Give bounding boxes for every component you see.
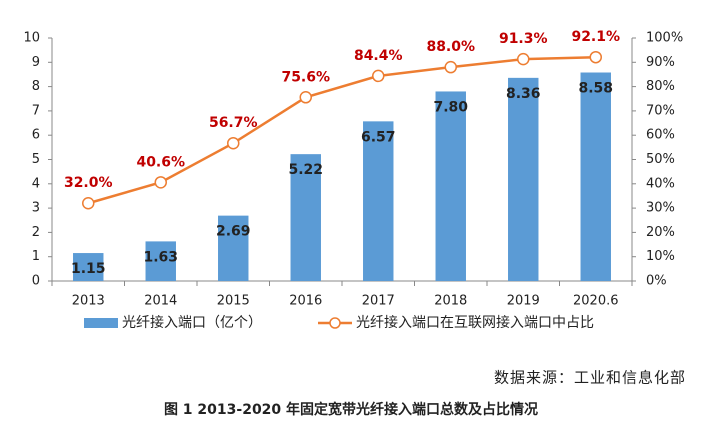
line-value-label: 92.1% [571, 29, 620, 45]
y2-tick-label: 10% [646, 249, 675, 264]
legend-swatch [329, 317, 341, 329]
y2-tick-label: 50% [646, 152, 675, 167]
x-tick-label: 2019 [507, 294, 540, 309]
bar-value-label: 8.58 [578, 81, 613, 97]
y-tick-label: 7 [32, 103, 40, 118]
y-tick-label: 4 [32, 176, 40, 191]
bar [145, 241, 176, 281]
bar [508, 77, 539, 282]
bar-value-label: 8.36 [506, 86, 541, 102]
y-tick-label: 9 [32, 55, 40, 70]
x-tick-label: 2016 [289, 294, 322, 309]
bar [580, 72, 611, 281]
bar-value-label: 7.80 [433, 99, 468, 115]
y2-tick-label: 60% [646, 128, 675, 143]
line-point [444, 60, 457, 74]
x-tick-label: 2013 [72, 294, 105, 309]
line-point [589, 50, 602, 64]
bar [435, 91, 466, 282]
line-value-label: 84.4% [354, 48, 403, 64]
legend-label: 光纤接入端口（亿个） [122, 314, 262, 331]
y2-tick-label: 90% [646, 55, 675, 70]
y2-tick-label: 80% [646, 79, 675, 94]
x-tick-label: 2015 [217, 294, 250, 309]
y-tick-label: 3 [32, 201, 40, 216]
y-tick-label: 5 [32, 152, 40, 167]
y2-tick-label: 70% [646, 103, 675, 118]
x-tick-label: 2020.6 [573, 294, 619, 309]
y-tick-label: 6 [32, 128, 40, 143]
bar-value-label: 1.15 [71, 261, 106, 277]
source-note: 数据来源：工业和信息化部 [494, 369, 686, 387]
y2-tick-label: 30% [646, 201, 675, 216]
legend-label: 光纤接入端口在互联网接入端口中占比 [356, 314, 594, 331]
bar [218, 215, 249, 281]
y2-tick-label: 100% [646, 31, 683, 46]
bar [363, 121, 394, 281]
bar-value-label: 1.63 [143, 249, 178, 265]
y-tick-label: 10 [23, 31, 40, 46]
caption: 图 1 2013-2020 年固定宽带光纤接入端口总数及占比情况 [164, 401, 538, 418]
line-point [82, 196, 95, 210]
line-value-label: 91.3% [499, 31, 548, 47]
x-tick-label: 2014 [144, 294, 177, 309]
line-point [517, 52, 530, 66]
bar [290, 154, 321, 281]
bar-value-label: 6.57 [361, 129, 396, 145]
line-value-label: 40.6% [136, 154, 185, 170]
x-tick-label: 2017 [362, 294, 395, 309]
x-tick-label: 2018 [434, 294, 467, 309]
bar-value-label: 2.69 [216, 224, 251, 240]
bar-value-label: 5.22 [288, 162, 323, 178]
legend-swatch [84, 318, 118, 328]
line-point [227, 136, 240, 150]
y-tick-label: 0 [32, 274, 40, 289]
y-tick-label: 1 [32, 249, 40, 264]
y-tick-label: 2 [32, 225, 40, 240]
line-point [372, 69, 385, 83]
line-point [299, 91, 312, 104]
line-value-label: 32.0% [64, 175, 113, 191]
line-value-label: 88.0% [426, 39, 475, 55]
line-point [154, 176, 167, 189]
line [87, 55, 596, 205]
line-value-label: 75.6% [281, 69, 330, 85]
line-value-label: 56.7% [209, 115, 258, 131]
y-tick-label: 8 [32, 79, 40, 94]
y2-tick-label: 40% [646, 176, 675, 191]
bar [73, 253, 104, 281]
y2-tick-label: 20% [646, 225, 675, 240]
y2-tick-label: 0% [646, 274, 667, 289]
